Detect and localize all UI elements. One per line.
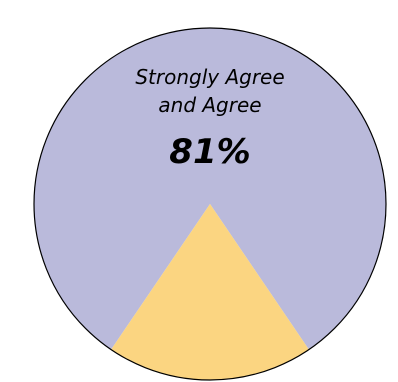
pie-outline bbox=[33, 27, 387, 381]
pie-slice-strongly-agree-and-agree bbox=[34, 28, 386, 350]
pie-slices bbox=[34, 28, 386, 381]
slice-label-line-2: and Agree bbox=[158, 93, 261, 117]
pie-slice-other bbox=[111, 204, 309, 381]
slice-value-label: 81% bbox=[169, 132, 250, 172]
slice-label-line-1: Strongly Agree bbox=[135, 65, 284, 89]
